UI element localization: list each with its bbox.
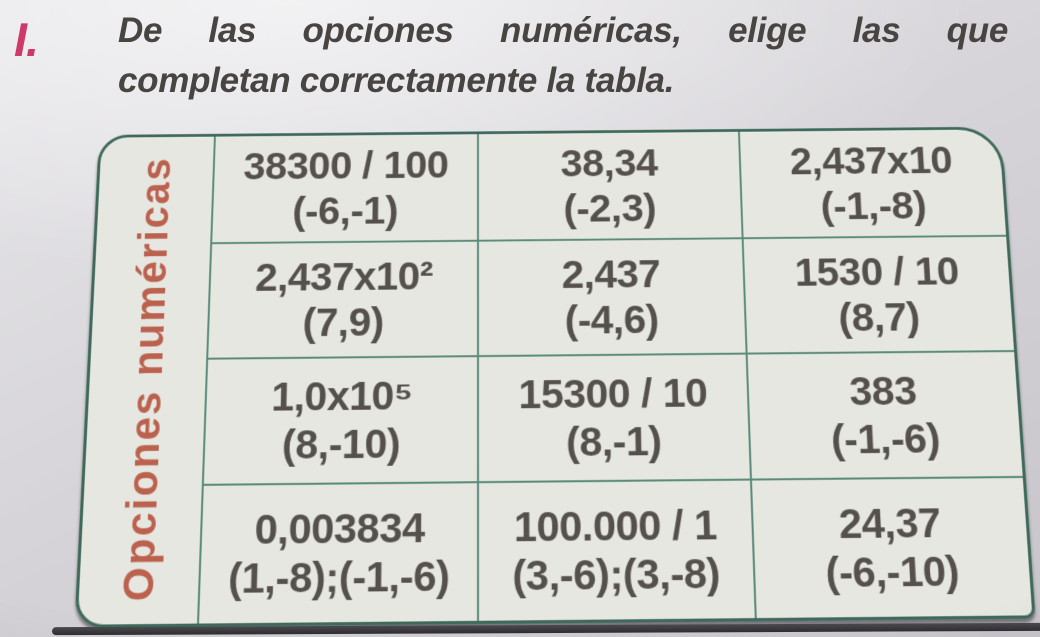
instruction-line-1: De las opciones numéricas, elige las que <box>118 11 1008 50</box>
option-cell: 38,34 (-2,3) <box>477 131 742 240</box>
option-cell: 24,37 (-6,-10) <box>749 475 1033 619</box>
option-pair: (-4,6) <box>564 296 660 343</box>
row-label: Opciones numéricas <box>113 156 180 602</box>
option-pair: (-6,-1) <box>291 187 399 233</box>
option-pair: (1,-8);(-1,-6) <box>227 552 450 603</box>
option-expression: 1530 / 10 <box>793 248 960 295</box>
option-cell: 1,0x10⁵ (8,-10) <box>203 355 477 484</box>
option-expression: 383 <box>848 367 918 415</box>
exercise-number: I. <box>14 13 39 66</box>
exercise-header: I. De las opciones numéricas, elige las … <box>0 6 1040 105</box>
option-cell: 2,437x10 (-1,-8) <box>737 129 1007 238</box>
option-pair: (7,9) <box>302 299 385 346</box>
option-expression: 38300 / 100 <box>242 143 449 189</box>
option-pair: (8,-10) <box>281 419 401 468</box>
option-expression: 15300 / 10 <box>518 369 709 418</box>
option-cell: 15300 / 10 (8,-1) <box>476 352 750 482</box>
row-label-cell: Opciones numéricas <box>77 136 216 625</box>
option-expression: 2,437x10 <box>789 138 954 183</box>
option-cell: 1530 / 10 (8,7) <box>741 234 1014 353</box>
option-pair: (3,-6);(3,-8) <box>512 549 721 600</box>
option-pair: (-6,-10) <box>824 547 961 597</box>
option-expression: 100.000 / 1 <box>513 500 718 551</box>
option-cell: 383 (-1,-6) <box>745 350 1023 479</box>
options-table: Opciones numéricas 38300 / 100 (-6,-1) 3… <box>74 126 1036 628</box>
option-expression: 1,0x10⁵ <box>270 372 413 420</box>
option-pair: (8,7) <box>837 294 921 340</box>
option-expression: 2,437x10² <box>254 253 433 300</box>
option-pair: (8,-1) <box>565 417 663 465</box>
option-pair: (-1,-6) <box>829 414 942 463</box>
option-pair: (-1,-8) <box>819 182 928 228</box>
option-expression: 24,37 <box>837 498 942 548</box>
option-expression: 38,34 <box>560 141 659 186</box>
instruction-line-2: completan correctamente la tabla. <box>118 60 675 100</box>
option-pair: (-2,3) <box>563 185 657 230</box>
options-table-wrap: Opciones numéricas 38300 / 100 (-6,-1) 3… <box>74 126 1036 628</box>
option-cell: 2,437x10² (7,9) <box>208 239 478 358</box>
option-expression: 0,003834 <box>254 503 425 553</box>
option-cell: 0,003834 (1,-8);(-1,-6) <box>199 481 477 624</box>
option-cell: 2,437 (-4,6) <box>476 237 746 356</box>
option-cell: 38300 / 100 (-6,-1) <box>212 134 477 242</box>
exercise-instruction: De las opciones numéricas, elige las que… <box>118 6 1008 105</box>
option-cell: 100.000 / 1 (3,-6);(3,-8) <box>476 478 755 621</box>
option-expression: 2,437 <box>561 251 661 297</box>
